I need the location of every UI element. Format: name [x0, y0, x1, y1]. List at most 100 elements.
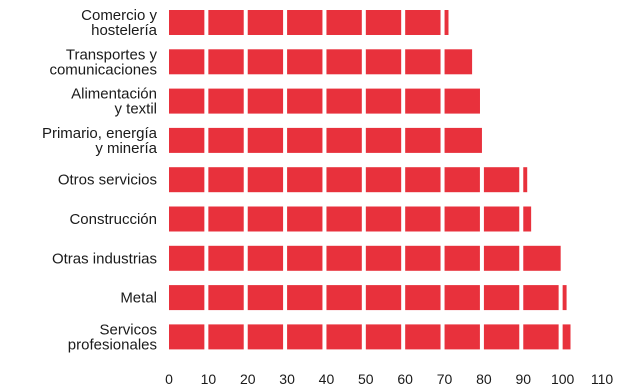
bar-segment: [405, 206, 441, 232]
bar-segment: [326, 127, 362, 153]
bar-segment: [405, 127, 441, 153]
bar-segment: [365, 285, 402, 311]
bar-segment: [247, 88, 284, 114]
category-label-line: Servicos: [99, 321, 157, 338]
bar-segment: [247, 127, 284, 153]
bar-segment: [287, 88, 323, 114]
bar-segment: [365, 10, 402, 35]
bar-segment: [247, 324, 284, 350]
bar-segment: [444, 324, 480, 350]
bar-segment: [247, 245, 284, 271]
bar-segment: [365, 206, 402, 232]
x-tick-label: 20: [240, 371, 256, 387]
bar-segment: [208, 324, 244, 350]
bar: [169, 245, 561, 271]
bar-segment: [287, 167, 323, 193]
bar-segment: [208, 245, 244, 271]
bar-segment: [365, 127, 402, 153]
bar-segment: [523, 245, 561, 271]
category-label: Comercio y hostelería: [81, 7, 158, 39]
bar: [169, 167, 528, 193]
x-tick-label: 40: [319, 371, 335, 387]
category-label-line: profesionales: [68, 336, 157, 353]
bar-segment: [326, 49, 362, 75]
bar: [169, 127, 482, 153]
category-label: Metal: [120, 290, 157, 307]
x-tick-label: 110: [591, 371, 614, 387]
x-tick-label: 10: [201, 371, 217, 387]
bar-segment: [444, 49, 473, 75]
bar-segment: [405, 245, 441, 271]
bar-segment: [247, 10, 284, 35]
x-tick-label: 80: [476, 371, 492, 387]
category-label-line: Primario, energía: [42, 125, 158, 142]
bar-segment: [247, 206, 284, 232]
bar-segment: [287, 49, 323, 75]
bar-segment: [405, 285, 441, 311]
bar-segment: [365, 324, 402, 350]
bar-segment: [483, 285, 520, 311]
x-tick-label: 0: [165, 371, 173, 387]
bar-segment: [287, 324, 323, 350]
bar-segment: [523, 324, 559, 350]
bar-segment: [287, 285, 323, 311]
bar-segment: [444, 285, 480, 311]
bar-segment: [562, 324, 571, 350]
category-label-line: y textil: [114, 101, 157, 118]
bar-segment: [326, 245, 362, 271]
bar-segment: [444, 206, 480, 232]
bar: [169, 206, 532, 232]
bar-segment: [169, 245, 205, 271]
category-label: Servicos profesionales: [68, 321, 157, 353]
category-label-line: comunicaciones: [49, 61, 157, 78]
x-tick-label: 30: [279, 371, 295, 387]
bars-layer: [169, 10, 571, 350]
bar: [169, 88, 480, 114]
bar-segment: [326, 10, 362, 35]
category-label-line: hostelería: [91, 22, 158, 39]
bar: [169, 285, 567, 311]
bar-segment: [365, 88, 402, 114]
bar-segment: [247, 167, 284, 193]
category-label-line: Otras industrias: [52, 250, 157, 267]
bar-segment: [405, 88, 441, 114]
bar-segment: [483, 206, 520, 232]
category-label: Construcción: [69, 211, 157, 228]
bar: [169, 49, 473, 75]
bar-segment: [326, 285, 362, 311]
bar-segment: [287, 245, 323, 271]
bar-segment: [523, 206, 532, 232]
bar-segment: [287, 127, 323, 153]
category-labels: Comercio y hostelería Transportes y comunic…: [42, 7, 158, 353]
bar-segment: [326, 88, 362, 114]
bar-segment: [326, 324, 362, 350]
bar-segment: [208, 49, 244, 75]
bar-segment: [365, 167, 402, 193]
x-tick-label: 100: [551, 371, 575, 387]
x-tick-label: 70: [437, 371, 453, 387]
bar-segment: [326, 206, 362, 232]
category-label-line: Otros servicios: [58, 172, 157, 189]
bar-segment: [208, 206, 244, 232]
category-label: Otros servicios: [58, 172, 157, 189]
bar-segment: [208, 88, 244, 114]
bar-segment: [523, 167, 528, 193]
x-axis-tick-labels: 0 10 20 30 40 50 60 70 80 90 100 110: [165, 371, 613, 387]
bar-segment: [483, 324, 520, 350]
bar-segment: [444, 167, 480, 193]
bar-segment: [169, 49, 205, 75]
bar-segment: [208, 127, 244, 153]
category-label-line: Construcción: [69, 211, 157, 228]
category-label-line: y minería: [95, 140, 157, 157]
category-label: Otras industrias: [52, 250, 157, 267]
bar-segment: [287, 206, 323, 232]
bar-segment: [405, 10, 441, 35]
bar-segment: [169, 206, 205, 232]
bar-segment: [483, 245, 520, 271]
bar-segment: [562, 285, 567, 311]
category-label: Alimentación y textil: [71, 86, 157, 118]
bar-segment: [365, 49, 402, 75]
bar-segment: [405, 324, 441, 350]
category-label: Transportes y comunicaciones: [49, 46, 157, 78]
bar-segment: [405, 167, 441, 193]
